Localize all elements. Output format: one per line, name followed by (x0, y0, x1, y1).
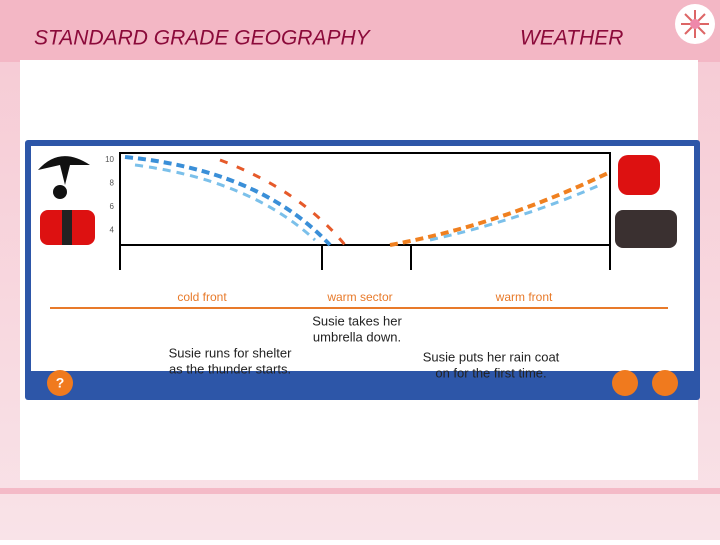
chart-frame (119, 152, 611, 246)
back-button[interactable] (652, 370, 678, 396)
zone-label: cold front (177, 290, 227, 304)
diagram-text: 10 8 6 4 cold front warm sector warm front Susi… (105, 155, 560, 380)
caption: as the thunder starts. (169, 361, 291, 376)
rain-curve (429, 183, 601, 242)
header-title: STANDARD GRADE GEOGRAPHY (34, 27, 372, 50)
icon-umbrella (38, 156, 90, 199)
icon-coat-dark (615, 210, 677, 248)
help-button[interactable] (47, 370, 73, 396)
caption: umbrella down. (313, 329, 401, 344)
caption: Susie takes her (312, 313, 402, 328)
caption: Susie runs for shelter (169, 345, 293, 360)
header-band (0, 0, 720, 62)
y-tick-label: 6 (110, 202, 115, 211)
icon-jacket-red (40, 210, 95, 245)
rain-curve (219, 158, 347, 246)
icon-coat-red (618, 155, 660, 195)
y-tick-label: 4 (110, 226, 115, 235)
caption: Susie puts her rain coat (423, 349, 560, 364)
app-window: ? (25, 140, 700, 400)
rain-curve (124, 155, 332, 247)
help-icon: ? (56, 375, 65, 391)
logo (675, 4, 715, 44)
rain-curve (389, 170, 611, 247)
y-tick-label: 10 (105, 155, 114, 164)
y-tick-label: 8 (110, 179, 115, 188)
zone-label: warm sector (326, 290, 392, 304)
replay-button[interactable] (612, 370, 638, 396)
footer-stripe (0, 488, 720, 494)
caption: on for the first time. (435, 365, 546, 380)
zone-label: warm front (495, 290, 553, 304)
header-topic: WEATHER (520, 27, 623, 50)
